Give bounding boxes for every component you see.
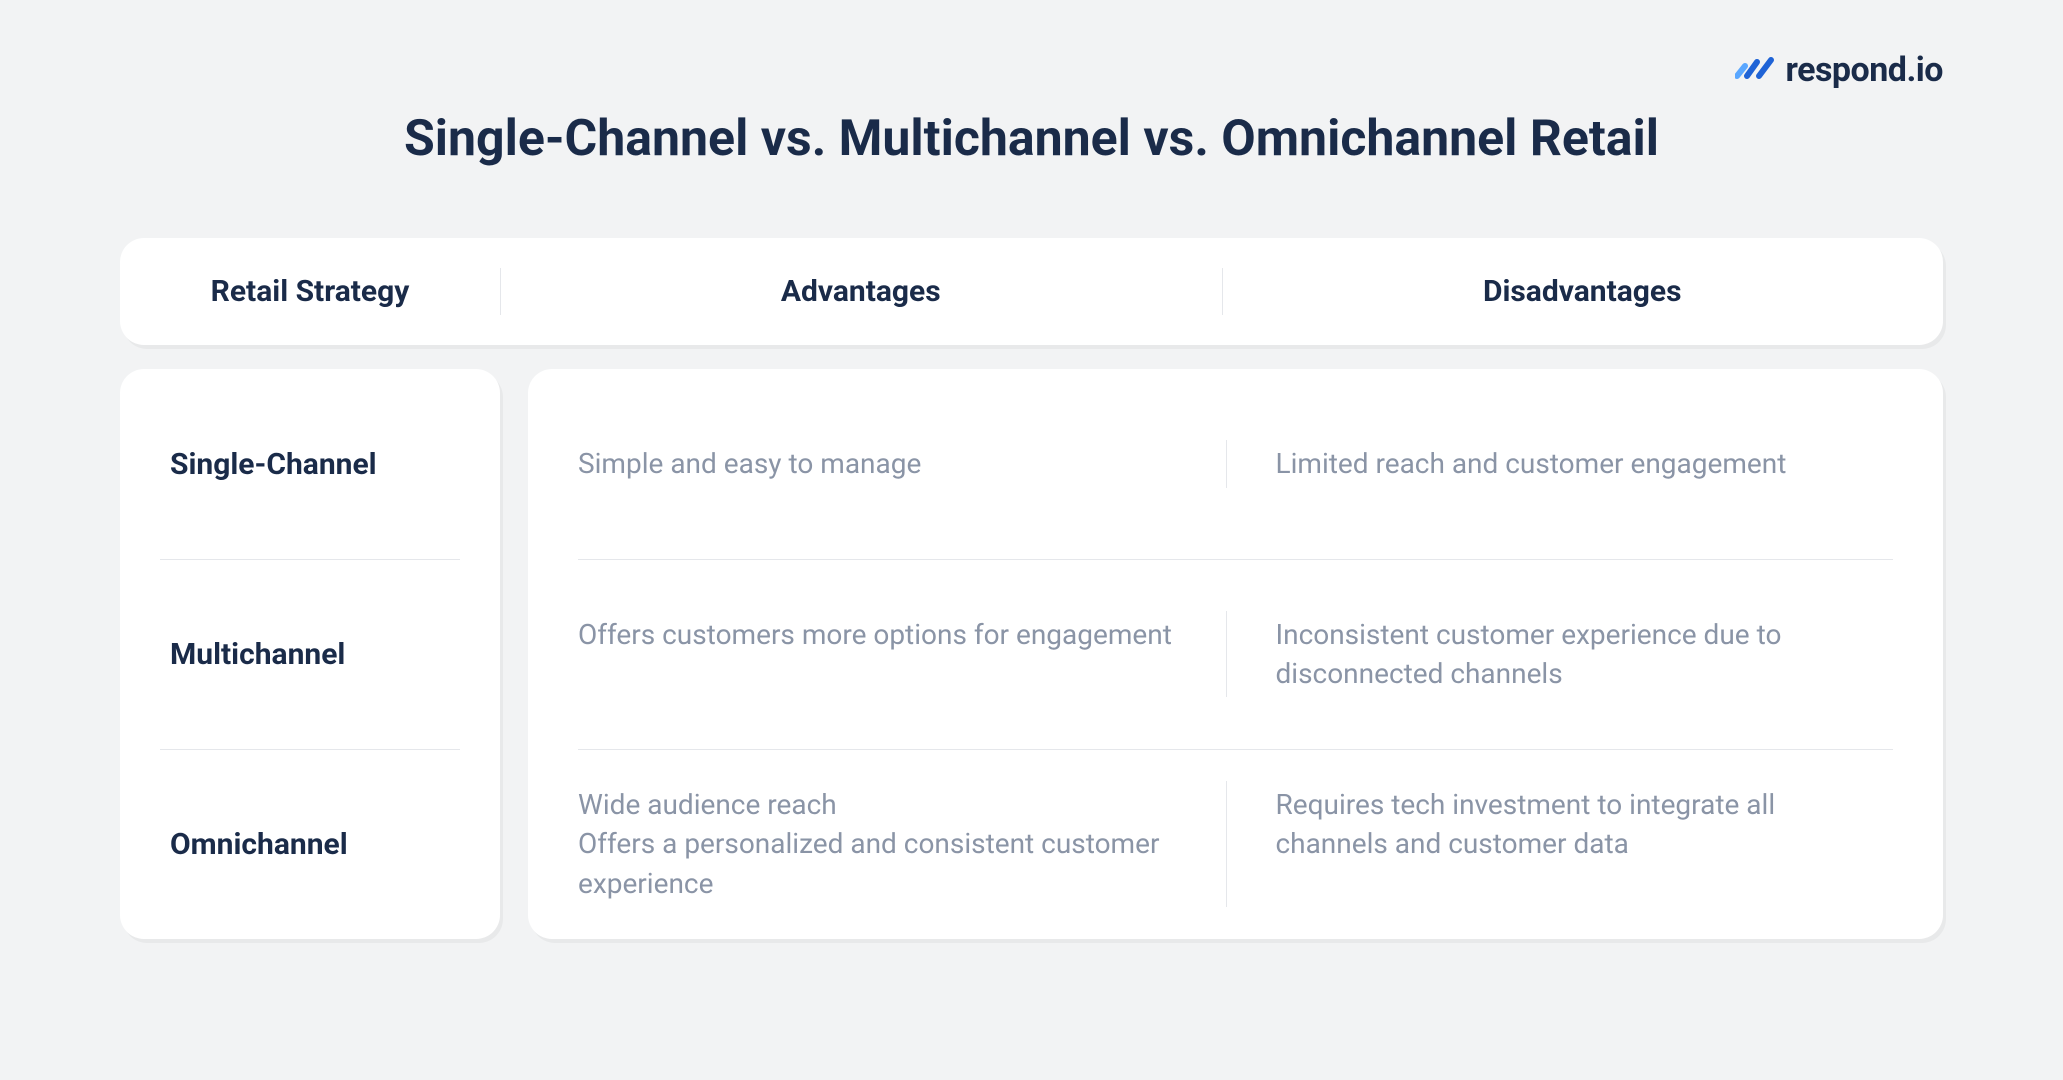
table-header-row: Retail Strategy Advantages Disadvantages xyxy=(120,238,1943,345)
values-column-card: Simple and easy to manage Limited reach … xyxy=(528,369,1943,939)
column-header-advantages: Advantages xyxy=(500,274,1222,309)
brand-logo: respond.io xyxy=(1735,50,1943,90)
table-body: Single-Channel Multichannel Omnichannel … xyxy=(120,369,1943,939)
table-row: Omnichannel xyxy=(120,749,500,939)
brand-name: respond.io xyxy=(1785,50,1943,90)
table-row: Offers customers more options for engage… xyxy=(528,559,1943,749)
advantages-cell: Offers customers more options for engage… xyxy=(578,615,1226,693)
advantages-cell: Simple and easy to manage xyxy=(578,444,1226,483)
disadvantages-cell: Requires tech investment to integrate al… xyxy=(1226,785,1894,903)
page-title: Single-Channel vs. Multichannel vs. Omni… xyxy=(120,110,1943,168)
column-header-strategy: Retail Strategy xyxy=(120,274,500,309)
advantages-cell: Wide audience reach Offers a personalize… xyxy=(578,785,1226,903)
table-row: Simple and easy to manage Limited reach … xyxy=(528,369,1943,559)
strategy-label: Omnichannel xyxy=(170,827,348,862)
column-header-disadvantages: Disadvantages xyxy=(1222,274,1944,309)
brand-mark-icon xyxy=(1735,56,1775,84)
table-row: Single-Channel xyxy=(120,369,500,559)
table-row: Multichannel xyxy=(120,559,500,749)
strategy-label: Single-Channel xyxy=(170,447,377,482)
disadvantages-cell: Limited reach and customer engagement xyxy=(1226,444,1894,483)
strategy-column-card: Single-Channel Multichannel Omnichannel xyxy=(120,369,500,939)
strategy-label: Multichannel xyxy=(170,637,345,672)
disadvantages-cell: Inconsistent customer experience due to … xyxy=(1226,615,1894,693)
table-row: Wide audience reach Offers a personalize… xyxy=(528,749,1943,939)
comparison-table: Retail Strategy Advantages Disadvantages… xyxy=(120,238,1943,939)
